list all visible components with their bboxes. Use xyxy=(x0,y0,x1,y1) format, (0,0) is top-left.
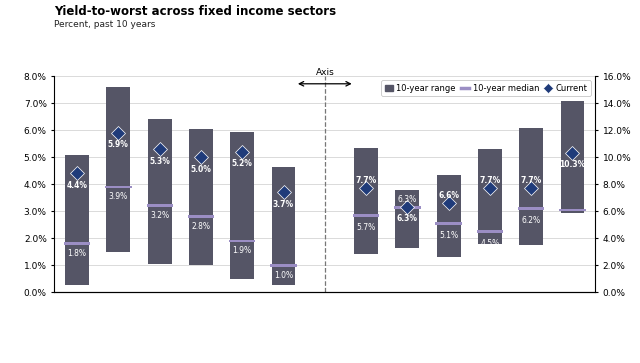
Text: 7.7%: 7.7% xyxy=(520,176,542,185)
Bar xyxy=(394,206,420,208)
Bar xyxy=(435,222,462,225)
Legend: 10-year range, 10-year median, Current: 10-year range, 10-year median, Current xyxy=(381,80,591,96)
Text: 10.3%: 10.3% xyxy=(559,160,586,169)
Text: 5.0%: 5.0% xyxy=(191,165,211,174)
Bar xyxy=(65,155,89,285)
Text: Axis: Axis xyxy=(316,68,334,77)
Text: 6.1%: 6.1% xyxy=(563,217,582,226)
Text: 6.6%: 6.6% xyxy=(438,191,459,200)
Text: Yield-to-worst across fixed income sectors: Yield-to-worst across fixed income secto… xyxy=(54,5,337,19)
Bar xyxy=(148,119,172,264)
Text: Percent, past 10 years: Percent, past 10 years xyxy=(54,20,156,29)
Bar xyxy=(189,129,213,265)
Text: 5.2%: 5.2% xyxy=(232,159,253,168)
Text: 5.9%: 5.9% xyxy=(108,140,129,150)
Bar xyxy=(105,185,132,188)
Bar xyxy=(188,215,214,218)
Bar xyxy=(477,230,503,233)
Text: 2.8%: 2.8% xyxy=(191,222,211,231)
Text: 4.4%: 4.4% xyxy=(67,181,88,190)
Text: 6.3%: 6.3% xyxy=(397,195,417,204)
Bar xyxy=(559,208,586,211)
Bar xyxy=(396,189,419,248)
Text: 1.8%: 1.8% xyxy=(68,249,86,258)
Text: 7.7%: 7.7% xyxy=(479,176,500,185)
Text: 3.2%: 3.2% xyxy=(150,211,169,220)
Bar xyxy=(561,101,584,213)
Bar xyxy=(436,175,461,257)
Text: 6.3%: 6.3% xyxy=(397,214,418,223)
Bar xyxy=(147,204,173,207)
Text: 4.5%: 4.5% xyxy=(480,239,500,248)
Bar xyxy=(270,264,297,266)
Text: 5.7%: 5.7% xyxy=(356,223,376,232)
Bar xyxy=(353,214,380,217)
Text: 1.0%: 1.0% xyxy=(274,271,293,280)
Bar xyxy=(354,148,378,254)
Bar xyxy=(478,149,502,244)
Bar xyxy=(271,167,296,285)
Text: 5.1%: 5.1% xyxy=(439,231,458,240)
Text: 3.7%: 3.7% xyxy=(273,200,294,209)
Text: 7.7%: 7.7% xyxy=(355,176,377,185)
Bar xyxy=(518,207,545,210)
Text: 1.9%: 1.9% xyxy=(233,246,252,255)
Bar xyxy=(64,242,90,245)
Text: 6.2%: 6.2% xyxy=(522,216,541,225)
Bar xyxy=(519,127,543,245)
Bar xyxy=(106,87,131,252)
Bar xyxy=(229,240,255,242)
Text: 3.9%: 3.9% xyxy=(109,192,128,201)
Text: 5.3%: 5.3% xyxy=(149,157,170,166)
Bar xyxy=(230,131,254,279)
